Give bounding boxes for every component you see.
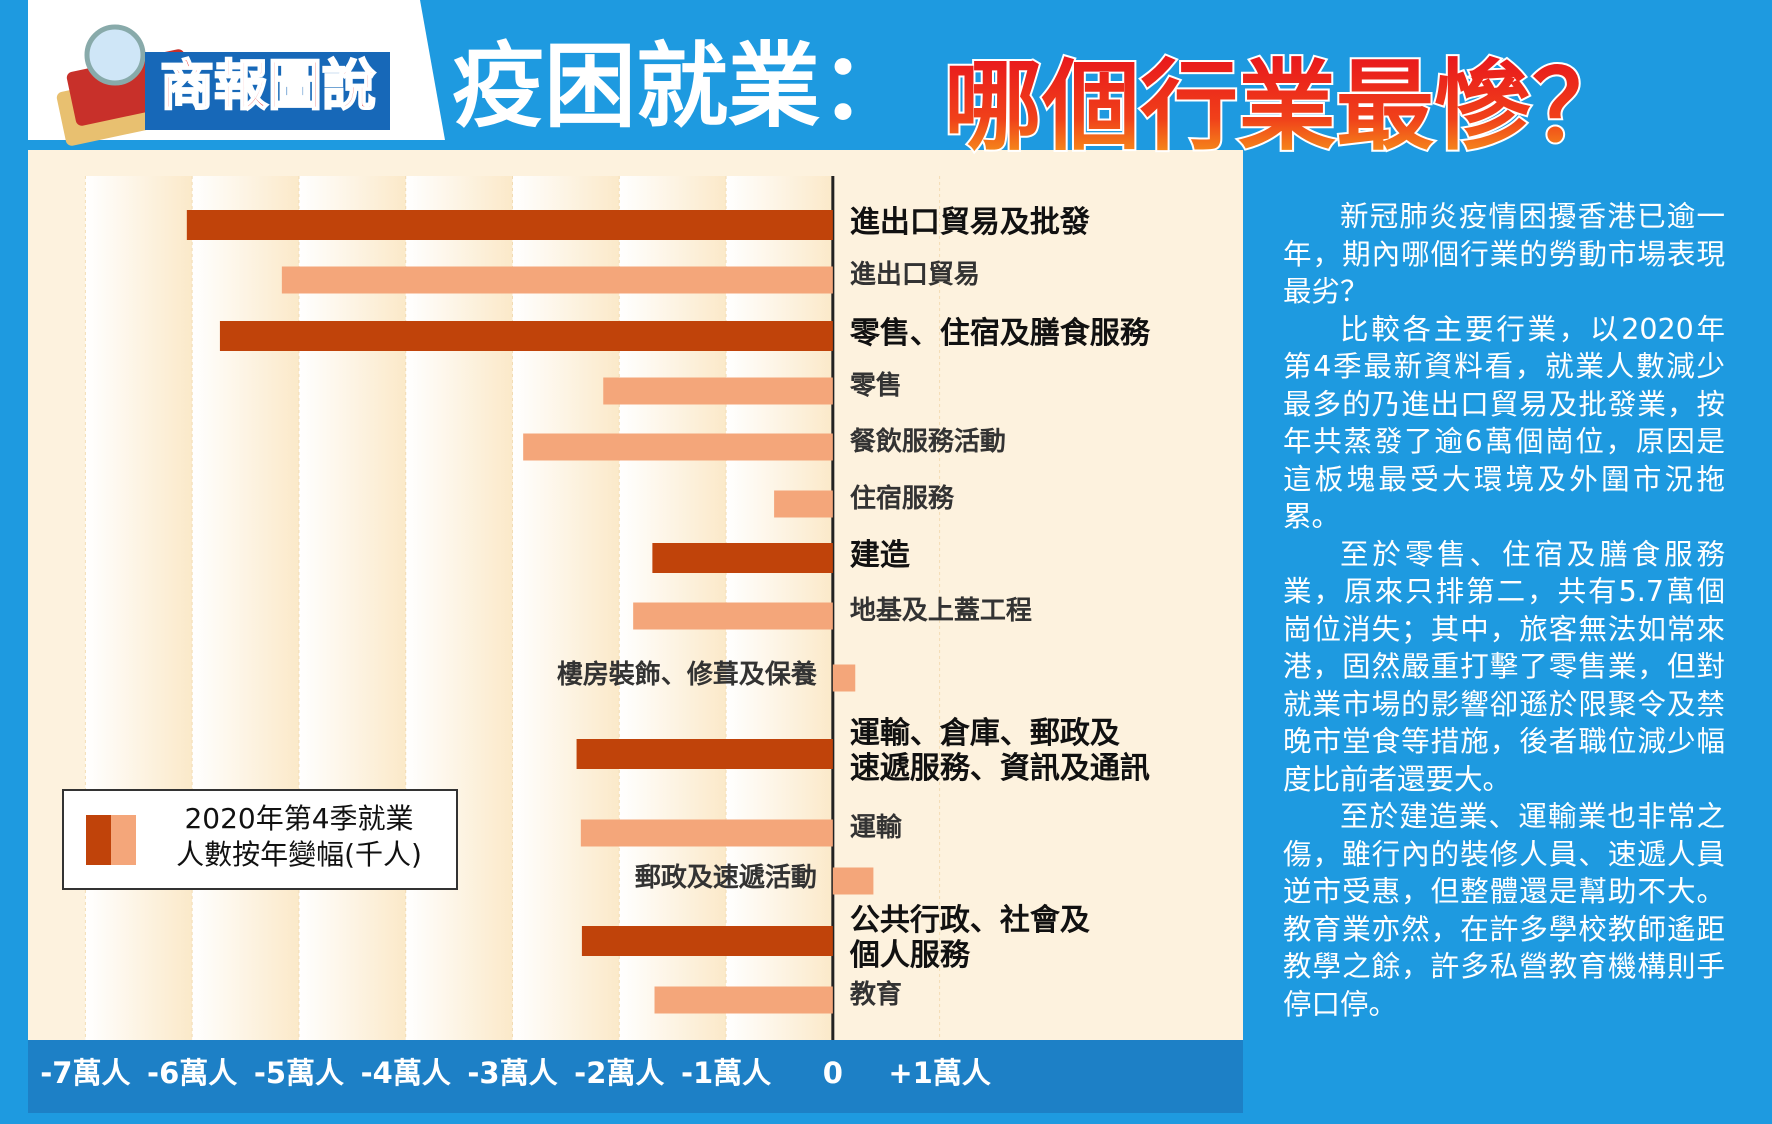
bar-chart: -7萬人 -6萬人 -5萬人 -4萬人 -3萬人 -2萬人 -1萬人 0 +1萬人 bbox=[40, 176, 991, 1090]
category-label: 進出口貿易 bbox=[849, 260, 980, 290]
paragraph: 至於零售、住宿及膳食服務業，原來只排第二，共有5.7萬個崗位消失；其中，旅客無法… bbox=[1283, 537, 1725, 796]
category-label: 地基及上蓋工程 bbox=[849, 596, 1032, 626]
x-tick-label: -1萬人 bbox=[681, 1056, 771, 1090]
legend: 2020年第4季就業 人數按年變幅(千人) bbox=[62, 789, 458, 890]
bar bbox=[576, 739, 833, 769]
grid-band bbox=[298, 176, 406, 1040]
bar bbox=[832, 664, 856, 692]
bar bbox=[652, 543, 833, 573]
x-tick-label: -3萬人 bbox=[467, 1056, 557, 1090]
x-tick-label: -5萬人 bbox=[254, 1056, 344, 1090]
x-tick-label: -7萬人 bbox=[40, 1056, 130, 1090]
category-label: 教育 bbox=[849, 980, 902, 1010]
bar bbox=[580, 819, 833, 847]
bar bbox=[633, 602, 833, 630]
legend-text: 2020年第4季就業 人數按年變幅(千人) bbox=[176, 802, 422, 872]
grid-band bbox=[405, 176, 513, 1040]
grid-band bbox=[512, 176, 620, 1040]
category-label: 運輸、倉庫、郵政及 速遞服務、資訊及通訊 bbox=[849, 716, 1150, 787]
legend-swatch bbox=[111, 815, 136, 865]
bar bbox=[186, 210, 833, 240]
bar bbox=[654, 986, 833, 1014]
category-label: 建造 bbox=[849, 538, 910, 573]
bar bbox=[832, 867, 874, 895]
x-tick-label: -2萬人 bbox=[574, 1056, 664, 1090]
grid-band bbox=[192, 176, 299, 1040]
bar bbox=[523, 433, 833, 461]
bar bbox=[774, 490, 833, 518]
logo: 商報圖說 bbox=[160, 53, 376, 117]
paragraph: 新冠肺炎疫情困擾香港已逾一年，期內哪個行業的勞動市場表現最劣？ bbox=[1283, 200, 1725, 308]
x-tick-label: -4萬人 bbox=[361, 1056, 451, 1090]
logo-box bbox=[145, 52, 390, 130]
category-label: 零售 bbox=[849, 371, 902, 401]
bar bbox=[581, 926, 833, 956]
title-part1: 疫困就業： bbox=[452, 33, 912, 140]
bar bbox=[219, 321, 833, 351]
category-label: 住宿服務 bbox=[849, 484, 954, 514]
legend-swatch bbox=[86, 815, 111, 865]
category-label: 郵政及速遞活動 bbox=[634, 863, 817, 893]
category-label: 樓房裝飾、修葺及保養 bbox=[556, 660, 817, 690]
axis-strip bbox=[28, 1040, 1243, 1113]
paragraph: 至於建造業、運輸業也非常之傷，雖行內的裝修人員、速遞人員逆市受惠，但整體還是幫助… bbox=[1283, 800, 1725, 1021]
x-tick-label: +1萬人 bbox=[888, 1056, 990, 1090]
category-label: 零售、住宿及膳食服務 bbox=[849, 316, 1150, 351]
category-label: 公共行政、社會及 個人服務 bbox=[849, 903, 1090, 974]
bar bbox=[281, 266, 833, 294]
paragraph: 比較各主要行業，以2020年第4季最新資料看，就業人數減少最多的乃進出口貿易及批… bbox=[1283, 312, 1725, 534]
title-part2: 哪個行業最慘？ bbox=[944, 50, 1630, 164]
grid-band bbox=[85, 176, 193, 1040]
article: 新冠肺炎疫情困擾香港已逾一年，期內哪個行業的勞動市場表現最劣？ 比較各主要行業，以… bbox=[1283, 198, 1725, 1023]
bar bbox=[603, 377, 833, 405]
category-label: 進出口貿易及批發 bbox=[849, 205, 1090, 240]
category-label: 餐飲服務活動 bbox=[849, 427, 1006, 457]
x-tick-label: -6萬人 bbox=[147, 1056, 237, 1090]
category-label: 運輸 bbox=[849, 813, 902, 843]
x-tick-label: 0 bbox=[823, 1056, 843, 1090]
